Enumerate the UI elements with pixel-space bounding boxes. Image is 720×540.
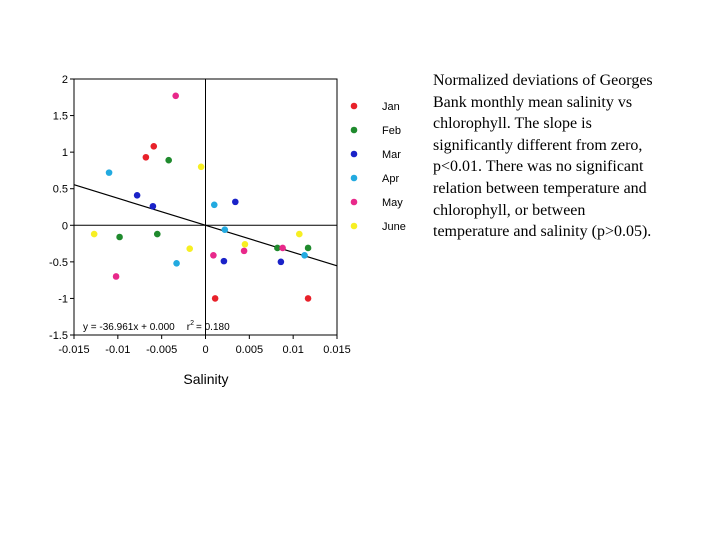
data-point-apr	[105, 169, 113, 176]
data-point-mar	[149, 202, 157, 210]
legend-label-feb: Feb	[382, 125, 401, 137]
regression-line	[73, 184, 338, 267]
r2-label: r	[187, 322, 191, 333]
x-tick-label: -0.015	[58, 344, 89, 356]
data-point-jan	[304, 295, 312, 302]
x-tick-label: 0.015	[323, 344, 351, 356]
legend: Jan Feb Mar Apr May June	[350, 101, 406, 233]
data-point-feb	[165, 156, 172, 164]
data-point-may	[240, 247, 248, 255]
y-tick-label: -1	[58, 293, 68, 305]
data-point-feb	[304, 244, 312, 252]
data-point-apr	[301, 251, 308, 259]
data-point-mar	[133, 191, 141, 199]
y-tick-label: -0.5	[49, 257, 68, 269]
data-point-feb	[274, 244, 281, 252]
x-axis-label: Salinity	[183, 371, 228, 387]
legend-label-apr: Apr	[382, 173, 399, 185]
x-tick-label: 0	[202, 344, 208, 356]
legend-label-mar: Mar	[382, 149, 401, 161]
legend-marker-june	[350, 222, 358, 230]
x-tick-label: -0.01	[105, 344, 130, 356]
data-point-may	[210, 251, 217, 259]
y-tick-label: 1	[62, 147, 68, 159]
points-layer	[90, 92, 312, 302]
r2-exponent: 2	[190, 320, 194, 327]
data-point-mar	[277, 258, 285, 266]
regression-equation: y = -36.961x + 0.000 r2 = 0.180	[83, 320, 230, 333]
x-tick-label: 0.01	[282, 344, 303, 356]
data-point-june	[296, 230, 303, 238]
y-tick-label: 1.5	[53, 111, 68, 123]
legend-marker-may	[350, 198, 358, 206]
data-point-apr	[210, 201, 218, 209]
data-point-may	[172, 92, 179, 100]
legend-marker-mar	[350, 150, 358, 158]
legend-label-may: May	[382, 197, 403, 209]
y-tick-label: 2	[62, 74, 68, 86]
data-point-may	[279, 244, 286, 252]
legend-marker-apr	[350, 174, 358, 182]
data-point-apr	[173, 260, 180, 267]
data-point-june	[241, 241, 249, 248]
figure-caption: Normalized deviations of Georges Bank mo…	[433, 72, 653, 241]
equation-text: y = -36.961x + 0.000	[83, 322, 175, 333]
x-tick-label: 0.005	[236, 344, 264, 356]
legend-marker-jan	[350, 102, 358, 110]
y-tick-label: 0	[62, 220, 68, 232]
legend-label-jan: Jan	[382, 101, 400, 113]
data-point-jan	[142, 153, 150, 161]
data-point-feb	[153, 230, 161, 238]
x-tick-label: -0.005	[146, 344, 177, 356]
r2-value: = 0.180	[196, 322, 230, 333]
regression-layer	[73, 184, 338, 267]
data-point-jan	[211, 295, 219, 302]
legend-label-june: June	[382, 221, 406, 233]
y-tick-label: 0.5	[53, 184, 68, 196]
data-point-mar	[220, 257, 228, 265]
data-point-apr	[221, 226, 229, 233]
axes: -0.015 -0.01 -0.005 0 0.005 0.01 0.015 2 1.5 1 0.5…	[49, 74, 351, 356]
legend-marker-feb	[350, 126, 358, 134]
data-point-jan	[150, 142, 158, 150]
y-tick-label: -1.5	[49, 330, 68, 342]
data-point-june	[197, 163, 205, 171]
data-point-june	[186, 245, 194, 252]
data-point-may	[112, 273, 120, 280]
data-point-feb	[116, 233, 123, 241]
data-point-june	[90, 230, 98, 238]
data-point-mar	[232, 198, 239, 206]
